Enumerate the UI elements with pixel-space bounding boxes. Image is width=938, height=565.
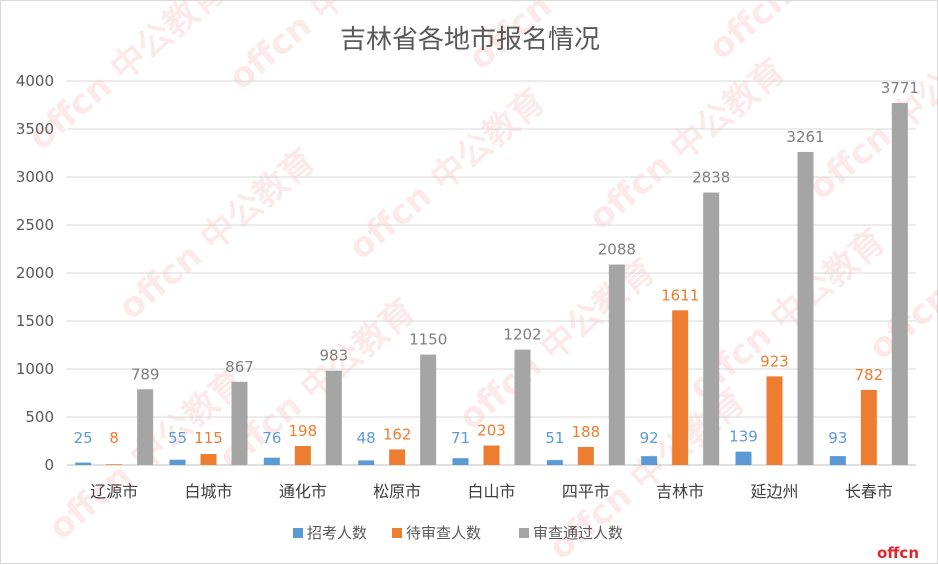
bar <box>294 445 311 465</box>
data-label: 48 <box>357 429 376 447</box>
bar <box>231 381 248 465</box>
x-tick-label: 辽源市 <box>90 482 138 501</box>
legend-swatch <box>519 528 529 538</box>
y-tick-label: 500 <box>25 408 54 426</box>
data-label: 3771 <box>881 79 919 97</box>
data-label: 188 <box>572 423 601 441</box>
watermark-text: offcn 中公教育 <box>111 141 323 328</box>
x-tick-label: 四平市 <box>562 482 610 501</box>
bar <box>420 354 437 465</box>
x-tick-label: 延边州 <box>750 482 798 501</box>
data-label: 1611 <box>661 286 699 304</box>
bar <box>860 389 877 465</box>
x-axis-ticks: 辽源市 白城市 通化市 松原市 白山市 四平市 吉林市 延边州 长春市 <box>90 482 893 501</box>
data-label: 55 <box>168 429 187 447</box>
x-tick-label: 白山市 <box>467 482 515 501</box>
data-label: 789 <box>131 365 160 383</box>
y-tick-label: 2000 <box>16 264 54 282</box>
legend-label: 待审查人数 <box>406 524 481 542</box>
bar <box>389 449 406 465</box>
bar <box>106 464 123 465</box>
legend-label: 审查通过人数 <box>533 524 623 542</box>
data-label: 8 <box>109 429 119 447</box>
bar <box>703 192 720 465</box>
data-label: 1202 <box>503 326 541 344</box>
bar <box>169 459 186 465</box>
bar <box>325 370 342 465</box>
bar <box>137 389 154 465</box>
watermark-text: offcn 中公教育 <box>581 51 793 238</box>
data-label: 115 <box>194 429 223 447</box>
data-labels: 25 8 789 55 115 867 76 198 983 48 162 1150 71 203 1202… <box>74 79 919 447</box>
bar <box>608 264 625 465</box>
bar <box>200 453 217 465</box>
data-label: 983 <box>320 347 349 365</box>
bars <box>75 102 908 465</box>
data-label: 782 <box>855 366 884 384</box>
y-tick-label: 0 <box>44 456 54 474</box>
chart-title: 吉林省各地市报名情况 <box>340 25 600 55</box>
watermark-text: offcn 中公教育 <box>801 21 938 208</box>
data-label: 71 <box>451 429 470 447</box>
x-tick-label: 松原市 <box>373 482 421 501</box>
data-label: 76 <box>262 429 281 447</box>
x-tick-label: 白城市 <box>184 482 232 501</box>
x-tick-label: 通化市 <box>279 482 327 501</box>
legend-swatch <box>392 528 402 538</box>
y-tick-label: 3500 <box>16 120 54 138</box>
bar <box>766 376 783 465</box>
data-label: 198 <box>289 422 318 440</box>
bar <box>263 457 280 465</box>
bar <box>546 460 563 465</box>
gridlines <box>67 80 916 466</box>
data-label: 203 <box>477 422 506 440</box>
y-axis-ticks: 0 500 1000 1500 2000 2500 3000 3500 4000 <box>16 72 54 474</box>
data-label: 2838 <box>692 169 730 187</box>
bar <box>514 349 531 465</box>
x-tick-label: 长春市 <box>845 482 893 501</box>
data-label: 51 <box>545 429 564 447</box>
data-label: 3261 <box>786 128 824 146</box>
watermark-text: offcn 中公教育 <box>451 251 663 438</box>
bar <box>452 458 469 465</box>
y-tick-label: 2500 <box>16 216 54 234</box>
watermark-text: offcn 中公教育 <box>701 1 913 68</box>
data-label: 1150 <box>409 331 447 349</box>
legend-label: 招考人数 <box>307 524 367 542</box>
bar <box>75 462 92 465</box>
data-label: 93 <box>828 429 847 447</box>
y-tick-label: 1500 <box>16 312 54 330</box>
bar <box>891 102 908 465</box>
watermark-text: offcn 中公教育 <box>341 81 553 268</box>
data-label: 162 <box>383 425 412 443</box>
data-label: 139 <box>729 428 758 446</box>
data-label: 92 <box>640 429 659 447</box>
legend: 招考人数 待审查人数 审查通过人数 <box>293 524 623 542</box>
data-label: 867 <box>225 358 254 376</box>
bar <box>577 446 594 465</box>
bar <box>358 460 375 465</box>
bar <box>483 445 500 465</box>
bar <box>641 456 658 465</box>
data-label: 2088 <box>598 241 636 259</box>
bar <box>829 456 846 465</box>
data-label: 25 <box>74 429 93 447</box>
legend-swatch <box>293 528 303 538</box>
y-tick-label: 3000 <box>16 168 54 186</box>
bar <box>797 151 814 465</box>
y-tick-label: 1000 <box>16 360 54 378</box>
brand-logo: offcn <box>877 544 919 562</box>
y-tick-label: 4000 <box>16 72 54 90</box>
x-tick-label: 吉林市 <box>656 482 704 501</box>
data-label: 923 <box>760 352 789 370</box>
bar <box>735 451 752 465</box>
bar <box>672 310 689 465</box>
